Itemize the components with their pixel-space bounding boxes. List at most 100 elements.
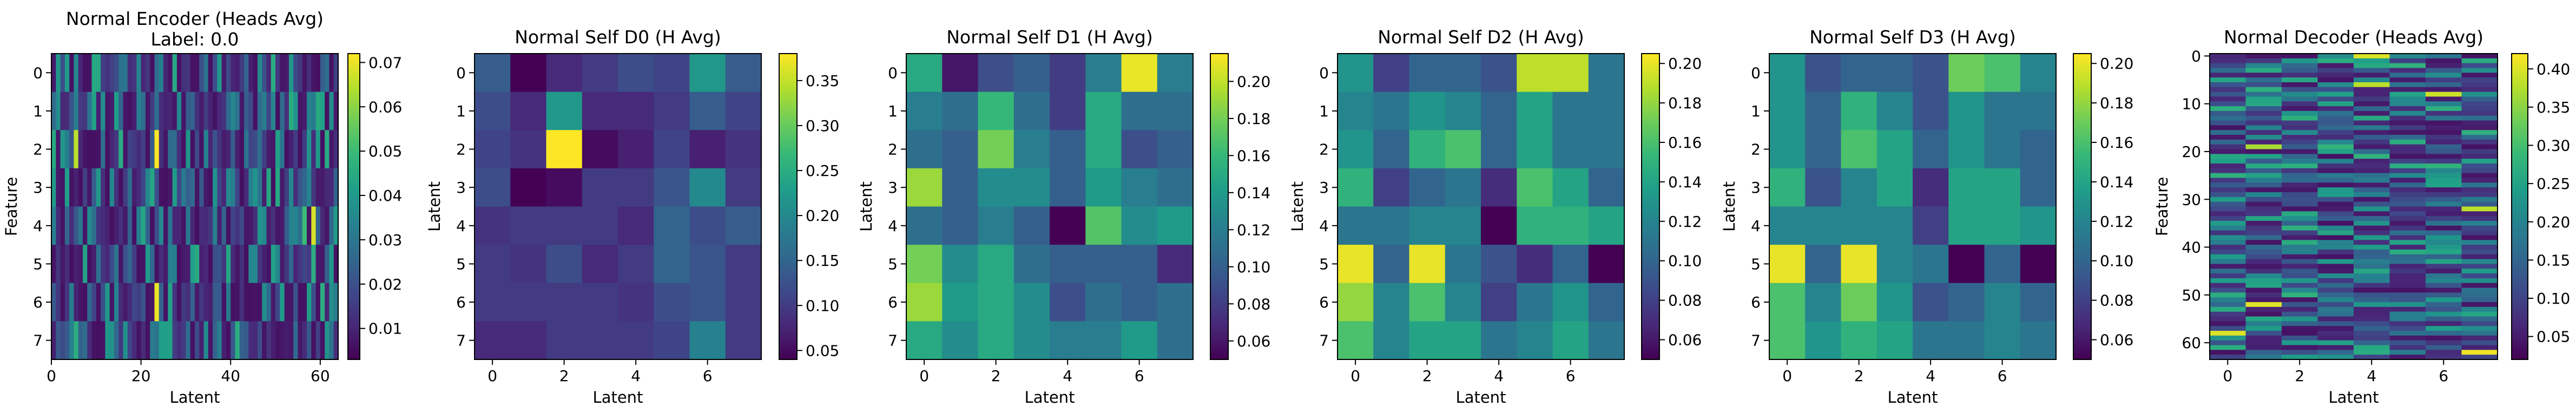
colorbar-step: [2512, 265, 2528, 269]
colorbar-step: [779, 168, 797, 172]
heatmap-cell: [325, 245, 330, 284]
heatmap-cell: [64, 245, 70, 284]
colorbar-tick-label: 0.25: [2537, 175, 2570, 193]
heatmap-cell: [1588, 168, 1625, 207]
colorbar-step: [1210, 199, 1228, 202]
colorbar-step: [348, 66, 360, 69]
heatmap-cell: [2461, 87, 2498, 93]
colorbar-step: [1210, 349, 1228, 352]
heatmap-cell: [942, 206, 979, 245]
heatmap-cell: [1409, 206, 1446, 245]
heatmap-cell: [1050, 91, 1086, 130]
colorbar-step: [1210, 201, 1228, 205]
heatmap-cell: [145, 54, 150, 93]
colorbar-step: [1210, 214, 1228, 217]
heatmap-cell: [302, 206, 307, 245]
heatmap-cell: [2282, 283, 2318, 289]
heatmap-cell: [1373, 245, 1410, 284]
heatmap-cell: [293, 321, 299, 360]
heatmap-cell: [262, 245, 267, 284]
heatmap-cell: [2245, 173, 2282, 179]
heatmap-cell: [2317, 350, 2354, 355]
heatmap-cell: [978, 283, 1014, 322]
heatmap-cell: [1085, 54, 1122, 93]
colorbar-step: [1210, 221, 1228, 225]
colorbar-step: [348, 290, 360, 294]
heatmap-cell: [2389, 350, 2426, 355]
heatmap-cell: [315, 168, 321, 207]
heatmap-cell: [2461, 254, 2498, 260]
colorbar-step: [2073, 252, 2091, 256]
colorbar-step: [2512, 145, 2528, 148]
heatmap-cell: [298, 54, 303, 93]
heatmap-cell: [1517, 206, 1553, 245]
heatmap-cell: [1445, 283, 1481, 322]
colorbar-step: [348, 211, 360, 215]
colorbar-step: [348, 54, 360, 57]
colorbar-step: [2073, 318, 2091, 322]
heatmap-cell: [1517, 168, 1553, 207]
y-tick-label: 0: [2191, 47, 2201, 65]
heatmap-cell: [582, 321, 618, 360]
heatmap-cell: [2317, 211, 2354, 217]
colorbar-step: [348, 71, 360, 75]
colorbar: 0.060.080.100.120.140.160.180.20: [2073, 53, 2133, 360]
x-tick-label: 6: [1998, 367, 2007, 385]
heatmap-cell: [181, 206, 187, 245]
heatmap-cell: [127, 130, 133, 169]
heatmap-cell: [1121, 283, 1158, 322]
colorbar-step: [2512, 245, 2528, 248]
colorbar-step: [779, 79, 797, 82]
heatmap-cell: [118, 245, 124, 284]
heatmap-cell: [293, 54, 299, 93]
colorbar-step: [779, 87, 797, 90]
colorbar-step: [2073, 145, 2091, 148]
heatmap-cell: [2461, 264, 2498, 269]
heatmap-cell: [654, 245, 690, 284]
heatmap-cell: [2389, 225, 2426, 231]
heatmap-cell: [725, 206, 762, 245]
heatmap-cell: [942, 91, 979, 130]
heatmap-cell: [2020, 91, 2057, 130]
heatmap-cell: [298, 206, 303, 245]
heatmap-cell: [244, 130, 249, 169]
heatmap-cell: [186, 206, 191, 245]
colorbar-step: [1642, 316, 1659, 319]
x-tick-label: 0: [487, 367, 497, 385]
heatmap-cell: [199, 168, 205, 207]
heatmap-cell: [2389, 96, 2426, 102]
heatmap-cell: [1013, 321, 1050, 360]
colorbar-step: [1210, 211, 1228, 215]
colorbar-step: [1642, 178, 1659, 182]
colorbar-step: [2073, 166, 2091, 169]
colorbar-step: [2073, 214, 2091, 217]
colorbar-step: [779, 84, 797, 87]
colorbar-step: [1210, 333, 1228, 337]
colorbar-step: [779, 229, 797, 233]
colorbar-step: [1210, 178, 1228, 182]
heatmap-cell: [2210, 283, 2246, 289]
colorbar-step: [1210, 71, 1228, 75]
colorbar-step: [2512, 132, 2528, 136]
heatmap-cell: [87, 91, 93, 130]
heatmap-cell: [2389, 345, 2426, 350]
colorbar-step: [2512, 184, 2528, 187]
heatmap-cell: [253, 206, 258, 245]
heatmap-cell: [96, 321, 101, 360]
colorbar-step: [779, 214, 797, 217]
colorbar-step: [779, 76, 797, 80]
heatmap-cell: [2354, 63, 2390, 69]
y-tick-label: 5: [1751, 255, 1761, 273]
heatmap-cell: [2389, 283, 2426, 289]
heatmap-cell: [2389, 130, 2426, 135]
heatmap-cell: [2210, 192, 2246, 198]
colorbar-step: [2073, 217, 2091, 220]
heatmap-cell: [203, 245, 209, 284]
heatmap-cell: [2282, 96, 2318, 102]
heatmap-cell: [325, 321, 330, 360]
colorbar-step: [348, 252, 360, 256]
colorbar-step: [2073, 298, 2091, 302]
colorbar-step: [1210, 288, 1228, 291]
colorbar-step: [2073, 117, 2091, 121]
heatmap-cell: [266, 206, 272, 245]
